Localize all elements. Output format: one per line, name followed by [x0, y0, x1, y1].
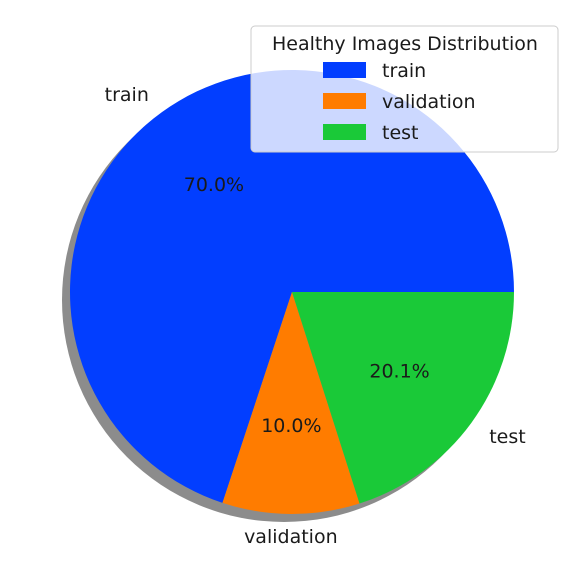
legend-label-validation: validation	[382, 91, 476, 113]
pie-slice-train	[70, 70, 514, 503]
pie-labels: train 70.0% validation 10.0% test 20.1%	[105, 84, 526, 548]
pie-slices	[70, 70, 514, 514]
slice-label-validation: validation	[244, 526, 338, 548]
legend-swatch-test	[323, 124, 366, 140]
slice-label-test: test	[489, 426, 526, 448]
slice-label-train: train	[105, 84, 149, 106]
legend: Healthy Images Distribution train validat…	[250, 25, 559, 153]
slice-percent-train: 70.0%	[184, 174, 244, 196]
slice-percent-validation: 10.0%	[261, 415, 321, 437]
legend-box	[250, 25, 559, 153]
slice-percent-test: 20.1%	[369, 361, 429, 383]
pie-slice-validation	[222, 292, 360, 514]
legend-entries: train validation test	[323, 60, 476, 144]
legend-label-train: train	[382, 60, 426, 82]
pie-slice-test	[292, 292, 514, 504]
legend-label-test: test	[382, 122, 419, 144]
legend-title: Healthy Images Distribution	[272, 33, 538, 55]
legend-swatch-train	[323, 62, 366, 78]
legend-swatch-validation	[323, 93, 366, 109]
